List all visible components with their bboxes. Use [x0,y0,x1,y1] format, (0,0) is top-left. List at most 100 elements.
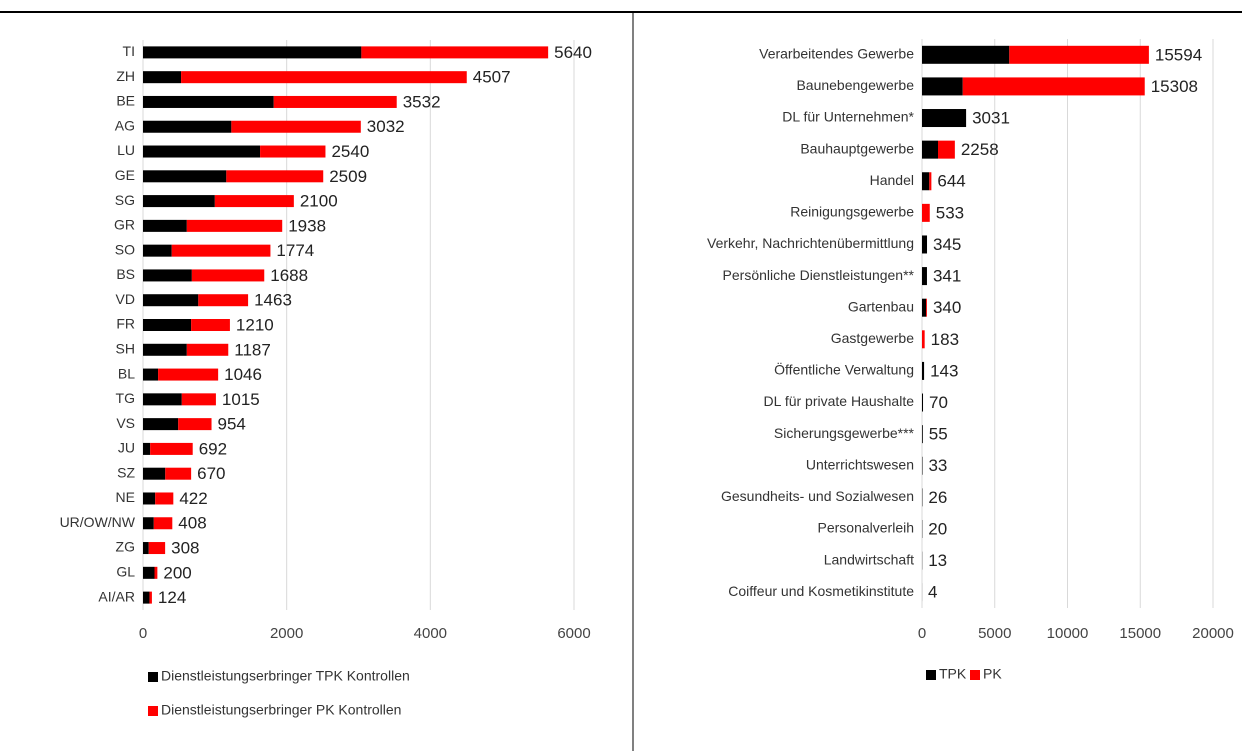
total-label: 3032 [367,117,405,136]
y-tick-label: TG [116,390,135,406]
y-tick-label: Persönliche Dienstleistungen** [723,267,915,283]
x-tick-label: 15000 [1119,625,1161,642]
total-label: 1774 [276,241,314,260]
bar-segment [922,172,930,191]
y-tick-label: VD [116,291,135,307]
total-label: 26 [928,488,947,507]
bar-segment [922,267,927,286]
y-tick-label: Unterrichtswesen [806,456,914,472]
total-label: 1463 [254,291,292,310]
x-tick-label: 2000 [270,625,303,642]
y-tick-label: Bauhauptgewerbe [800,140,914,156]
total-label: 670 [197,464,225,483]
bar-segment [922,330,925,349]
bar-segment [143,294,199,307]
y-tick-label: BE [116,93,135,109]
bar-segment [938,140,955,159]
legend-swatch [926,670,936,680]
total-label: 644 [937,172,965,191]
bar-segment [186,343,229,356]
bar-segment [165,467,192,480]
y-tick-label: GE [115,167,135,183]
x-tick-label: 10000 [1047,625,1089,642]
bar-segment [186,219,283,232]
total-label: 2509 [329,167,367,186]
y-tick-label: BS [116,266,135,282]
bar-segment [922,361,925,380]
bar-segment [922,425,923,444]
total-label: 2100 [300,192,338,211]
y-tick-label: JU [118,440,135,456]
bar-segment [154,566,158,579]
total-label: 533 [936,203,964,222]
bar-segment [171,244,271,257]
y-tick-label: Verarbeitendes Gewerbe [759,46,914,62]
bar-segment [922,77,963,96]
y-tick-label: UR/OW/NW [60,514,136,530]
bar-segment [143,145,261,158]
total-label: 124 [158,588,186,607]
y-tick-label: Reinigungsgewerbe [790,204,914,220]
y-tick-label: Gastgewerbe [831,330,914,346]
total-label: 1938 [288,216,326,235]
bar-segment [226,170,324,183]
legend-label: Dienstleistungserbringer TPK Kontrollen [161,668,410,684]
y-tick-label: Öffentliche Verwaltung [774,361,914,378]
total-label: 143 [930,361,958,380]
total-label: 345 [933,235,961,254]
bar-segment [181,393,216,406]
bar-segment [143,393,182,406]
y-tick-label: AI/AR [98,588,135,604]
bar-segment [922,45,1010,64]
bar-segment [926,298,927,317]
bar-segment [143,492,156,505]
bar-segment [231,120,361,133]
total-label: 3031 [972,109,1010,128]
bar-segment [181,71,467,84]
total-label: 3532 [403,92,441,111]
y-tick-label: Handel [870,172,914,188]
bar-segment [922,298,927,317]
bar-segment [191,269,265,282]
bar-segment [143,368,159,381]
x-tick-label: 0 [139,625,147,642]
y-tick-label: VS [116,415,135,431]
total-label: 4 [928,583,937,602]
bar-segment [153,517,173,530]
y-tick-label: DL für Unternehmen* [782,109,914,125]
bar-segment [143,418,179,431]
bar-segment [143,170,227,183]
total-label: 200 [163,563,191,582]
legend-swatch [970,670,980,680]
bar-segment [962,77,1145,96]
y-tick-label: Gesundheits- und Sozialwesen [721,488,914,504]
total-label: 954 [218,415,246,434]
total-label: 15308 [1151,77,1198,96]
bar-segment [149,591,152,604]
total-label: 55 [929,425,948,444]
bar-segment [178,418,212,431]
y-tick-label: ZG [116,539,135,555]
y-tick-label: Personalverleih [818,520,915,536]
total-label: 1046 [224,365,262,384]
y-tick-label: NE [116,489,135,505]
bar-segment [929,172,932,191]
bar-segment [143,517,154,530]
bar-segment [143,120,232,133]
y-tick-label: Sicherungsgewerbe*** [774,425,915,441]
total-label: 5640 [554,43,592,62]
y-tick-label: Landwirtschaft [824,551,914,567]
y-tick-label: SH [116,340,135,356]
x-tick-label: 6000 [557,625,590,642]
bar-segment [143,467,166,480]
bar-segment [1009,45,1149,64]
bar-segment [143,244,172,257]
total-label: 340 [933,298,961,317]
total-label: 1187 [234,340,271,359]
y-tick-label: DL für private Haushalte [764,393,915,409]
bar-segment [155,492,174,505]
x-tick-label: 4000 [414,625,447,642]
bar-segment [361,46,549,59]
bar-segment [143,219,187,232]
bar-segment [922,235,928,254]
